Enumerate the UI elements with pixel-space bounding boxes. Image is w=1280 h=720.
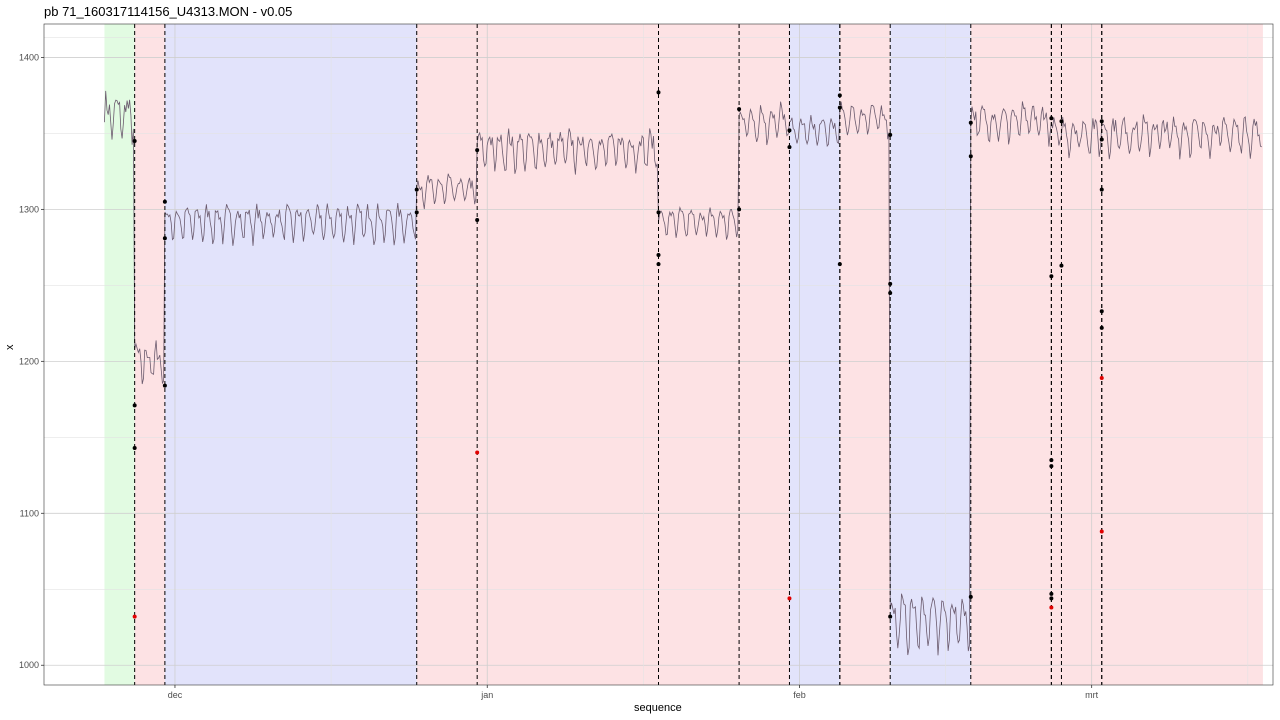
black-point-1 <box>132 403 137 408</box>
segment-band-11 <box>1051 24 1102 685</box>
y-tick-label: 1200 <box>19 356 39 366</box>
black-point-7 <box>414 210 419 215</box>
black-point-22 <box>888 281 893 286</box>
black-point-27 <box>968 594 973 599</box>
x-tick-label: dec <box>168 690 183 700</box>
black-point-20 <box>837 262 842 267</box>
red-point-3 <box>1049 605 1054 610</box>
black-point-14 <box>737 107 742 112</box>
black-point-25 <box>968 120 973 125</box>
changepoint-layer <box>134 24 1103 685</box>
black-point-36 <box>1099 119 1104 124</box>
x-tick-label: jan <box>480 690 493 700</box>
segment-band-5 <box>658 24 740 685</box>
red-point-5 <box>1099 529 1104 534</box>
point-layer <box>132 90 1104 619</box>
black-point-17 <box>787 145 792 150</box>
black-point-32 <box>1049 591 1054 596</box>
black-point-29 <box>1049 274 1054 279</box>
black-point-26 <box>968 154 973 159</box>
black-point-37 <box>1099 137 1104 142</box>
black-point-13 <box>656 262 661 267</box>
axis-layer: 1000 1100 1200 1300 1400 dec jan feb mrt <box>19 52 1099 700</box>
black-point-35 <box>1059 263 1064 268</box>
x-tick-label: mrt <box>1085 690 1098 700</box>
segment-band-6 <box>739 24 790 685</box>
red-point-1 <box>475 450 480 455</box>
black-point-4 <box>162 236 167 241</box>
black-point-9 <box>475 218 480 223</box>
black-point-18 <box>837 93 842 98</box>
y-tick-label: 1000 <box>19 660 39 670</box>
series-line <box>104 90 1262 656</box>
segment-band-7 <box>789 24 840 685</box>
black-point-6 <box>414 187 419 192</box>
red-point-2 <box>787 596 792 601</box>
grid-layer <box>44 24 1273 685</box>
y-tick-label: 1300 <box>19 204 39 214</box>
black-point-12 <box>656 252 661 257</box>
black-point-19 <box>837 105 842 110</box>
black-point-34 <box>1059 119 1064 124</box>
chart-title: pb 71_160317114156_U4313.MON - v0.05 <box>44 4 293 19</box>
segment-background-layer <box>44 24 1273 685</box>
black-point-2 <box>132 445 137 450</box>
panel-border <box>43 23 1274 686</box>
black-point-11 <box>656 210 661 215</box>
black-point-15 <box>737 207 742 212</box>
black-point-5 <box>162 383 167 388</box>
black-point-8 <box>475 148 480 153</box>
segment-band-12 <box>1101 24 1263 685</box>
black-point-24 <box>888 614 893 619</box>
red-point-0 <box>132 614 137 619</box>
black-point-16 <box>787 128 792 133</box>
black-point-30 <box>1049 458 1054 463</box>
segment-band-3 <box>416 24 478 685</box>
black-point-28 <box>1049 116 1054 121</box>
segment-band-1 <box>134 24 165 685</box>
x-tick-label: feb <box>793 690 806 700</box>
black-point-39 <box>1099 309 1104 314</box>
black-point-31 <box>1049 464 1054 469</box>
y-tick-label: 1100 <box>20 508 39 518</box>
segment-band-9 <box>890 24 971 685</box>
segment-band-0 <box>104 24 135 685</box>
black-point-10 <box>656 90 661 95</box>
black-point-38 <box>1099 187 1104 192</box>
x-axis-label: sequence <box>634 702 682 714</box>
black-point-0 <box>132 139 137 144</box>
black-point-23 <box>888 290 893 295</box>
black-point-33 <box>1049 596 1054 601</box>
black-point-21 <box>888 132 893 137</box>
series-line-layer <box>104 90 1262 656</box>
segment-band-10 <box>970 24 1052 685</box>
black-point-40 <box>1099 325 1104 330</box>
segment-band-2 <box>164 24 417 685</box>
y-tick-label: 1400 <box>19 52 39 62</box>
black-point-3 <box>162 199 167 204</box>
segment-band-4 <box>477 24 659 685</box>
red-point-4 <box>1099 376 1104 381</box>
segment-band-8 <box>839 24 891 685</box>
